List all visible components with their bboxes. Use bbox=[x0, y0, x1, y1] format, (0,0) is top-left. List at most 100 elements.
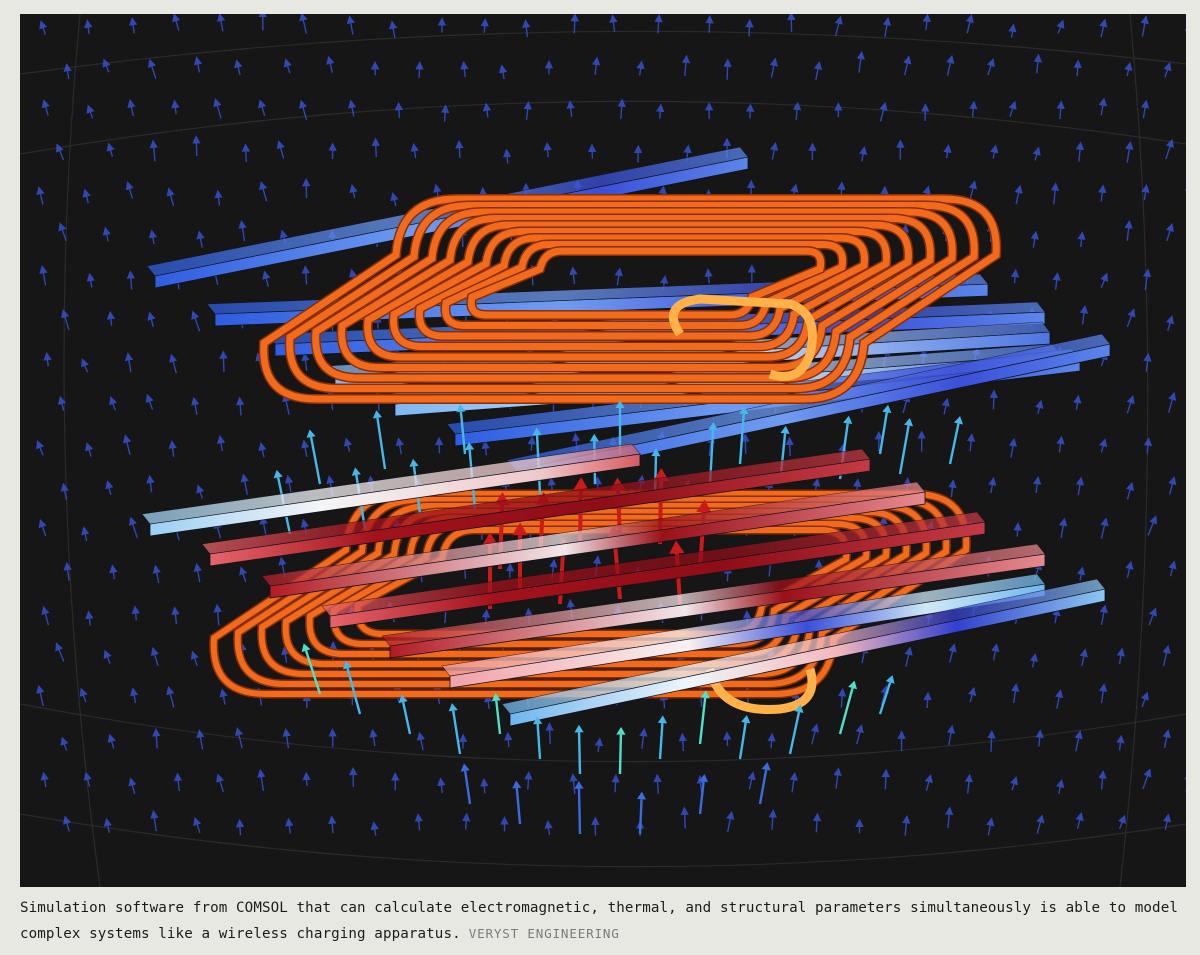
field-arrow-large-head bbox=[372, 410, 382, 419]
field-arrow bbox=[1014, 184, 1023, 205]
field-arrow-lower bbox=[577, 732, 582, 775]
field-arrow bbox=[326, 55, 335, 73]
field-arrow bbox=[39, 265, 48, 286]
field-arrow bbox=[903, 55, 912, 76]
bottom-bar bbox=[261, 481, 926, 599]
field-arrow-lower-head bbox=[448, 703, 458, 712]
field-arrow bbox=[611, 774, 620, 793]
field-arrow bbox=[131, 605, 140, 621]
field-arrow bbox=[301, 439, 310, 458]
field-arrow bbox=[523, 100, 532, 120]
field-arrow-lower-head bbox=[301, 643, 311, 653]
field-arrow bbox=[302, 771, 311, 787]
field-arrow bbox=[63, 63, 72, 80]
field-arrow bbox=[106, 310, 116, 326]
field-arrow-lower-head bbox=[398, 694, 408, 704]
field-arrow bbox=[770, 141, 779, 160]
field-arrow bbox=[83, 771, 92, 787]
field-arrow bbox=[1100, 272, 1109, 289]
field-arrow bbox=[191, 310, 201, 332]
field-arrow-lower-head bbox=[574, 781, 584, 789]
field-arrow-red-head bbox=[696, 499, 712, 513]
field-arrow bbox=[923, 691, 932, 708]
field-arrow bbox=[1033, 53, 1043, 74]
field-arrow bbox=[902, 393, 911, 414]
field-arrow bbox=[609, 14, 618, 32]
field-arrow bbox=[40, 771, 49, 788]
field-arrow bbox=[415, 61, 424, 78]
field-arrow bbox=[60, 736, 69, 751]
field-arrow bbox=[86, 104, 95, 119]
field-arrow-lower-head bbox=[533, 716, 543, 725]
field-arrow-large-head bbox=[306, 429, 316, 438]
field-arrow-lower bbox=[658, 722, 664, 760]
field-arrow bbox=[1141, 184, 1150, 201]
field-arrow bbox=[948, 643, 957, 663]
field-arrow bbox=[1098, 683, 1108, 704]
field-arrow bbox=[216, 773, 225, 792]
field-arrow bbox=[440, 104, 450, 122]
field-arrow bbox=[1165, 222, 1174, 242]
bottom-bar bbox=[501, 578, 1106, 727]
field-arrow-large-head bbox=[780, 425, 790, 434]
field-arrow bbox=[1079, 305, 1089, 325]
field-arrow bbox=[792, 101, 802, 121]
simulation-render bbox=[20, 14, 1186, 887]
field-arrow bbox=[369, 728, 378, 747]
field-arrow bbox=[855, 724, 864, 745]
field-arrow bbox=[1143, 352, 1152, 372]
top-coil-lead bbox=[668, 294, 817, 381]
field-arrow-lower-head bbox=[848, 680, 857, 690]
field-arrow bbox=[837, 687, 847, 708]
field-arrow bbox=[36, 440, 45, 456]
field-arrow bbox=[103, 649, 112, 665]
field-arrow bbox=[128, 516, 138, 538]
field-arrow bbox=[881, 768, 891, 790]
field-arrow bbox=[1147, 515, 1158, 536]
field-arrow bbox=[1142, 268, 1152, 290]
field-arrow bbox=[258, 441, 267, 458]
field-arrow bbox=[455, 139, 464, 159]
field-arrow bbox=[1052, 272, 1061, 290]
field-arrow bbox=[705, 14, 714, 33]
field-arrow bbox=[196, 484, 205, 499]
field-arrow-large-head bbox=[708, 421, 718, 430]
field-arrow-lower-head bbox=[700, 690, 710, 699]
field-arrow bbox=[124, 352, 134, 373]
field-arrow-lower bbox=[495, 700, 502, 735]
field-arrow bbox=[943, 144, 952, 159]
figure-caption: Simulation software from COMSOL that can… bbox=[20, 896, 1186, 947]
field-arrow bbox=[343, 437, 353, 452]
field-arrow bbox=[60, 482, 69, 500]
field-arrow bbox=[812, 812, 822, 833]
field-arrow-red-head bbox=[573, 477, 589, 491]
field-arrow bbox=[240, 473, 249, 495]
field-arrow bbox=[348, 99, 357, 117]
field-arrow bbox=[1056, 778, 1065, 795]
field-arrow bbox=[1162, 813, 1172, 830]
field-arrow bbox=[1056, 19, 1065, 34]
field-arrow bbox=[1029, 653, 1038, 668]
field-arrow bbox=[1162, 644, 1171, 667]
bottom-bar bbox=[321, 511, 986, 629]
field-arrow bbox=[86, 272, 95, 288]
field-arrow-lower bbox=[536, 723, 542, 760]
field-arrow-lower bbox=[758, 769, 768, 805]
field-arrow bbox=[1008, 100, 1017, 118]
field-arrow-lower-head bbox=[657, 715, 667, 724]
field-arrow bbox=[171, 99, 180, 115]
field-arrow bbox=[1073, 394, 1082, 410]
field-arrow bbox=[36, 186, 45, 205]
field-arrow-lower-head bbox=[794, 704, 804, 714]
field-arrow bbox=[969, 100, 978, 117]
field-arrow bbox=[190, 650, 199, 666]
field-arrow bbox=[130, 687, 139, 704]
field-arrow bbox=[193, 56, 203, 73]
field-arrow bbox=[1099, 604, 1108, 626]
field-arrow bbox=[543, 141, 552, 158]
top-coil-turn bbox=[338, 215, 934, 371]
field-arrow-large-head bbox=[904, 417, 914, 427]
field-arrow bbox=[283, 58, 292, 74]
field-arrow-lower-head bbox=[460, 763, 470, 772]
field-arrow bbox=[168, 440, 177, 457]
